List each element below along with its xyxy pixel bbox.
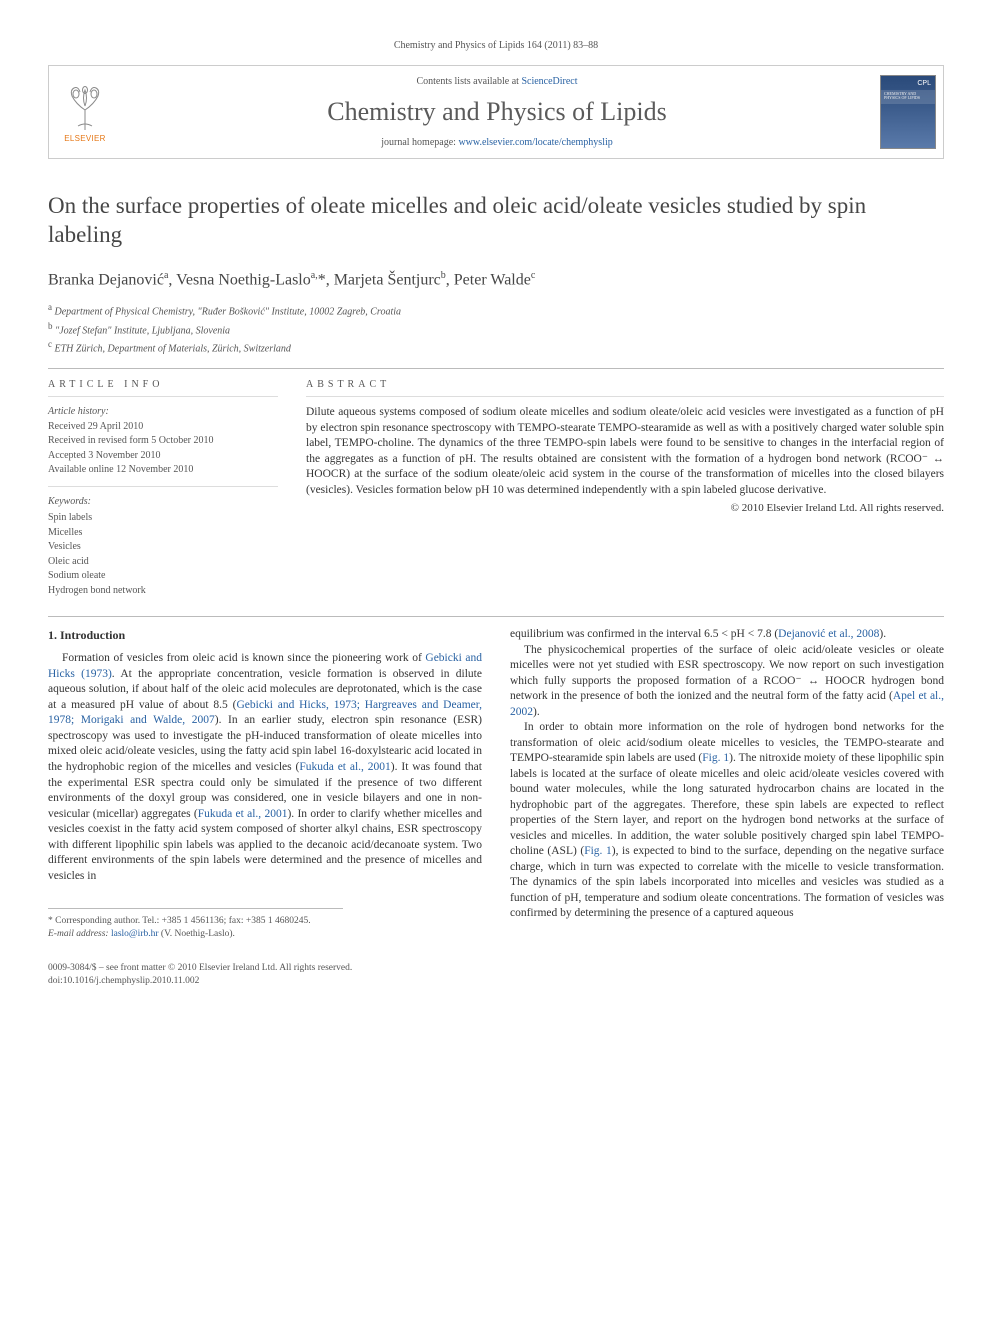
cover-band-label: CHEMISTRY AND PHYSICS OF LIPIDS — [881, 90, 935, 104]
article-title: On the surface properties of oleate mice… — [48, 191, 944, 250]
abstract-copyright: © 2010 Elsevier Ireland Ltd. All rights … — [306, 502, 944, 514]
header-center: Contents lists available at ScienceDirec… — [121, 66, 873, 158]
footer-doi: doi:10.1016/j.chemphyslip.2010.11.002 — [48, 975, 944, 988]
keywords-label: Keywords: — [48, 495, 278, 510]
contents-line: Contents lists available at ScienceDirec… — [416, 76, 577, 87]
homepage-line: journal homepage: www.elsevier.com/locat… — [381, 137, 613, 148]
homepage-link[interactable]: www.elsevier.com/locate/chemphyslip — [458, 137, 612, 148]
footer-issn: 0009-3084/$ – see front matter © 2010 El… — [48, 962, 944, 975]
body-paragraph: The physicochemical properties of the su… — [510, 643, 944, 721]
body-col-left: 1. Introduction Formation of vesicles fr… — [48, 627, 482, 942]
history-line: Available online 12 November 2010 — [48, 463, 278, 478]
info-abstract-row: ARTICLE INFO Article history: Received 2… — [48, 379, 944, 598]
elsevier-label: ELSEVIER — [64, 134, 106, 143]
keyword: Spin labels — [48, 511, 278, 526]
email-who: (V. Noethig-Laslo). — [159, 929, 235, 939]
footnote-block: * Corresponding author. Tel.: +385 1 456… — [48, 908, 343, 942]
body-paragraph: equilibrium was confirmed in the interva… — [510, 627, 944, 643]
info-rule-1 — [48, 396, 278, 397]
affiliation: a Department of Physical Chemistry, "Ruđ… — [48, 301, 944, 319]
keyword: Sodium oleate — [48, 569, 278, 584]
body-paragraph: In order to obtain more information on t… — [510, 720, 944, 922]
sciencedirect-link[interactable]: ScienceDirect — [521, 76, 577, 87]
article-history: Article history: Received 29 April 2010R… — [48, 405, 278, 478]
keyword: Oleic acid — [48, 555, 278, 570]
history-line: Accepted 3 November 2010 — [48, 449, 278, 464]
left-paragraphs: Formation of vesicles from oleic acid is… — [48, 651, 482, 884]
affiliation: b "Jozef Stefan" Institute, Ljubljana, S… — [48, 320, 944, 338]
abstract-rule — [306, 396, 944, 397]
elsevier-logo: ELSEVIER — [49, 66, 121, 158]
authors: Branka Dejanovića, Vesna Noethig-Lasloa,… — [48, 270, 944, 289]
history-line: Received in revised form 5 October 2010 — [48, 434, 278, 449]
keywords-list: Spin labelsMicellesVesiclesOleic acidSod… — [48, 511, 278, 598]
email-line: E-mail address: laslo@irb.hr (V. Noethig… — [48, 928, 343, 941]
corresponding-author: * Corresponding author. Tel.: +385 1 456… — [48, 915, 343, 928]
right-paragraphs: equilibrium was confirmed in the interva… — [510, 627, 944, 922]
keyword: Vesicles — [48, 540, 278, 555]
footer: 0009-3084/$ – see front matter © 2010 El… — [48, 962, 944, 989]
history-lines: Received 29 April 2010Received in revise… — [48, 420, 278, 478]
rule-top — [48, 368, 944, 369]
journal-header: ELSEVIER Contents lists available at Sci… — [48, 65, 944, 159]
email-address[interactable]: laslo@irb.hr — [111, 929, 159, 939]
citation: Chemistry and Physics of Lipids 164 (201… — [48, 40, 944, 51]
article-info: ARTICLE INFO Article history: Received 2… — [48, 379, 278, 598]
elsevier-tree-icon — [60, 82, 110, 132]
abstract: ABSTRACT Dilute aqueous systems composed… — [306, 379, 944, 598]
body-columns: 1. Introduction Formation of vesicles fr… — [48, 627, 944, 942]
body-col-right: equilibrium was confirmed in the interva… — [510, 627, 944, 942]
page: Chemistry and Physics of Lipids 164 (201… — [0, 0, 992, 1028]
contents-prefix: Contents lists available at — [416, 76, 521, 87]
keywords-block: Keywords: Spin labelsMicellesVesiclesOle… — [48, 495, 278, 599]
history-label: Article history: — [48, 405, 278, 420]
keyword: Micelles — [48, 526, 278, 541]
rule-mid — [48, 616, 944, 617]
affiliations: a Department of Physical Chemistry, "Ruđ… — [48, 301, 944, 356]
homepage-prefix: journal homepage: — [381, 137, 458, 148]
info-rule-2 — [48, 486, 278, 487]
history-line: Received 29 April 2010 — [48, 420, 278, 435]
cover-thumbnail: CPL CHEMISTRY AND PHYSICS OF LIPIDS — [873, 66, 943, 158]
cover-image: CPL CHEMISTRY AND PHYSICS OF LIPIDS — [880, 75, 936, 149]
affiliation: c ETH Zürich, Department of Materials, Z… — [48, 338, 944, 356]
cover-cpl-label: CPL — [917, 80, 931, 87]
article-info-heading: ARTICLE INFO — [48, 379, 278, 390]
journal-title: Chemistry and Physics of Lipids — [327, 97, 666, 127]
keyword: Hydrogen bond network — [48, 584, 278, 599]
body-paragraph: Formation of vesicles from oleic acid is… — [48, 651, 482, 884]
email-label: E-mail address: — [48, 929, 111, 939]
section-heading-intro: 1. Introduction — [48, 627, 482, 643]
abstract-text: Dilute aqueous systems composed of sodiu… — [306, 405, 944, 498]
abstract-heading: ABSTRACT — [306, 379, 944, 390]
